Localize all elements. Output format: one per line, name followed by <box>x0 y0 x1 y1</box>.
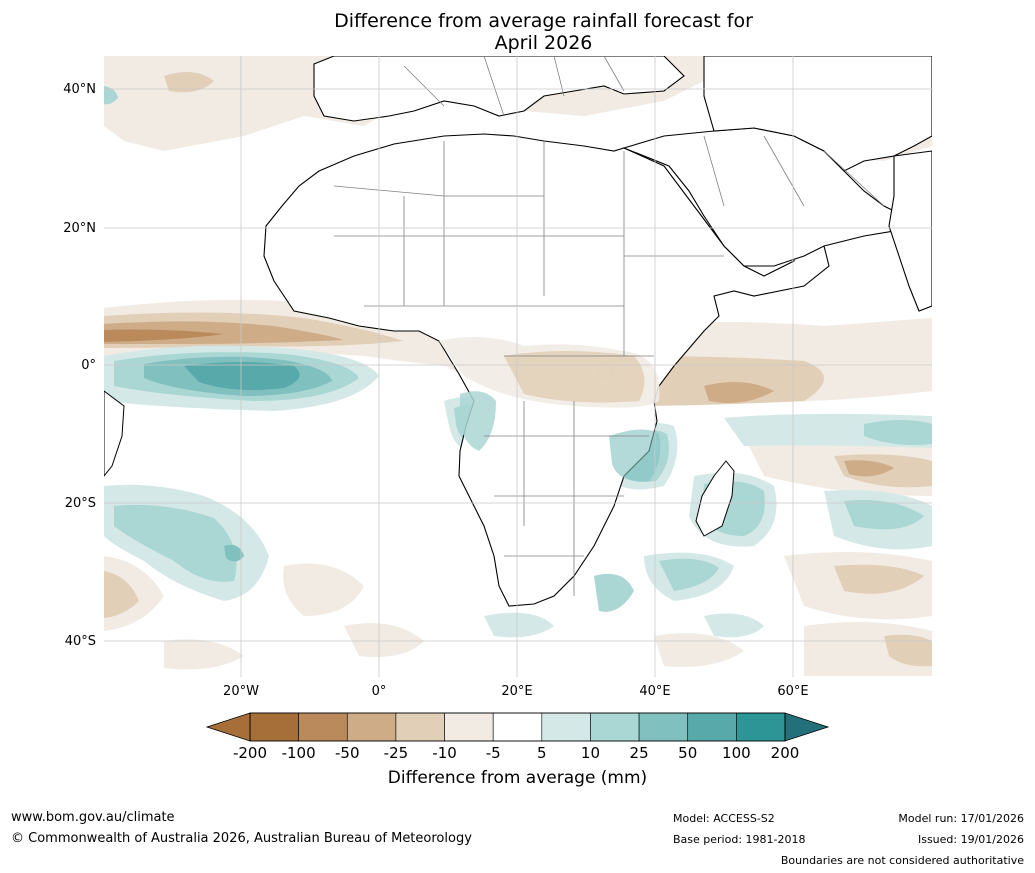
colorbar-arrow-right <box>784 712 830 742</box>
dry-anomaly-region <box>654 633 744 667</box>
colorbar-segment <box>492 712 543 742</box>
footer-model-run: Model run: 17/01/2026 <box>898 812 1024 825</box>
colorbar-tick-label: -100 <box>281 744 316 762</box>
wet-anomaly-region <box>864 420 932 445</box>
colorbar-segment <box>736 712 786 742</box>
colorbar-tick-label: -10 <box>432 744 457 762</box>
lon-label-0: 0° <box>371 684 387 699</box>
wet-anomaly-region <box>659 558 719 591</box>
dry-anomaly-region <box>164 639 244 670</box>
dry-anomaly-region <box>844 460 894 477</box>
footer-base-period: Base period: 1981-2018 <box>673 833 806 846</box>
wet-anomaly-region <box>594 573 634 612</box>
colorbar-tick-label: 25 <box>629 744 649 762</box>
lat-label-40s: 40°S <box>64 634 96 649</box>
coastline-madagascar <box>695 460 735 537</box>
wet-anomaly-region <box>104 86 118 105</box>
footer-copyright: © Commonwealth of Australia 2026, Austra… <box>11 831 472 846</box>
colorbar-segment <box>541 712 591 742</box>
graticule <box>104 56 932 677</box>
wet-anomaly-region <box>184 362 300 390</box>
lon-label-20w: 20°W <box>223 684 259 699</box>
footer-disclaimer: Boundaries are not considered authoritat… <box>780 854 1024 867</box>
dry-anomaly-region <box>504 351 645 403</box>
colorbar-segment <box>444 712 494 742</box>
wet-anomaly-region <box>484 612 554 638</box>
dry-anomaly-region <box>344 623 424 657</box>
wet-anomaly-region <box>609 429 661 482</box>
title-line-1: Difference from average rainfall forecas… <box>334 10 753 32</box>
wet-anomaly-region <box>224 544 244 562</box>
wet-anomaly-region <box>704 613 764 638</box>
footer-model: Model: ACCESS-S2 <box>673 812 775 825</box>
colorbar-segment <box>346 712 397 742</box>
colorbar-tick-label: 100 <box>722 744 751 762</box>
colorbar <box>205 712 830 742</box>
lat-label-40n: 40°N <box>63 82 96 97</box>
chart-title: Difference from average rainfall forecas… <box>0 10 1035 54</box>
colorbar-tick-label: -5 <box>485 744 501 762</box>
footer-website[interactable]: www.bom.gov.au/climate <box>11 810 175 825</box>
dry-anomaly-region <box>704 382 774 404</box>
colorbar-tick-label: -200 <box>232 744 268 762</box>
coastline-europe <box>313 56 685 122</box>
colorbar-arrow-left <box>205 712 251 742</box>
colorbar-tick-label: -50 <box>335 744 360 762</box>
colorbar-tick-label: -25 <box>383 744 409 762</box>
dry-anomaly-region <box>164 72 214 93</box>
dry-anomaly-region <box>834 564 924 594</box>
colorbar-segment <box>590 712 640 742</box>
rainfall-anomaly-map <box>104 56 932 677</box>
colorbar-segment <box>395 712 445 742</box>
wet-anomaly-region <box>114 504 237 582</box>
coastline-south-america <box>104 390 125 477</box>
lat-label-20s: 20°S <box>64 496 96 511</box>
coastline-india <box>888 150 932 312</box>
lon-label-20e: 20°E <box>501 684 533 699</box>
dry-anomaly-region <box>104 571 139 618</box>
land-anomaly-shading <box>439 337 661 482</box>
lon-label-60e: 60°E <box>777 684 809 699</box>
colorbar-segment <box>249 712 299 742</box>
colorbar-segment <box>638 712 689 742</box>
colorbar-title: Difference from average (mm) <box>387 768 648 788</box>
footer-issued: Issued: 19/01/2026 <box>917 833 1024 846</box>
coastline-asia <box>703 56 932 172</box>
colorbar-tick-label: 50 <box>678 744 698 762</box>
dry-anomaly-region <box>283 563 364 616</box>
wet-anomaly-region <box>844 500 924 530</box>
colorbar-segment <box>298 712 348 742</box>
colorbar-tick-label: 5 <box>537 744 547 762</box>
dry-anomaly-region <box>884 634 932 667</box>
lat-label-0: 0° <box>81 358 96 373</box>
colorbar-tick-label: 200 <box>770 744 800 762</box>
dry-anomaly-region <box>104 329 224 342</box>
colorbar-segment <box>687 712 737 742</box>
country-borders <box>333 56 885 596</box>
lon-label-40e: 40°E <box>639 684 671 699</box>
lat-label-20n: 20°N <box>63 221 96 236</box>
colorbar-tick-label: 10 <box>580 744 600 762</box>
title-line-2: April 2026 <box>494 32 593 54</box>
